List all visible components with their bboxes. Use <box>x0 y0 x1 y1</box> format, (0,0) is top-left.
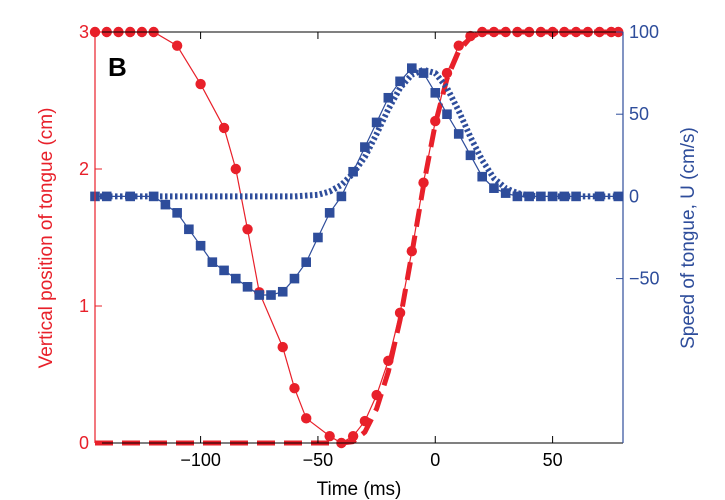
y-axis-left-label: Vertical position of tongue (cm) <box>36 108 57 369</box>
series-line-position-model <box>95 29 619 446</box>
x-tick-label: −50 <box>303 450 334 470</box>
data-point-speed <box>489 183 499 193</box>
panel-label: B <box>108 52 127 82</box>
data-point-speed <box>465 150 476 161</box>
plot-area <box>95 32 623 443</box>
data-point-speed <box>231 273 241 284</box>
data-point-position <box>453 40 464 51</box>
data-point-position <box>301 413 312 424</box>
data-point-speed <box>536 191 546 202</box>
y-left-tick-label: 2 <box>79 159 89 179</box>
data-point-position <box>324 430 335 442</box>
data-point-speed <box>148 191 159 202</box>
data-point-speed <box>547 191 558 202</box>
data-point-speed <box>266 290 276 300</box>
x-axis-label: Time (ms) <box>317 479 402 500</box>
data-point-position <box>242 224 253 235</box>
data-point-speed <box>383 92 394 103</box>
x-tick-label: −100 <box>180 450 221 470</box>
data-point-speed <box>512 191 523 202</box>
data-point-speed <box>430 88 441 98</box>
data-point-speed <box>395 76 405 87</box>
y-right-tick-label: 50 <box>629 104 649 124</box>
data-point-position <box>230 163 241 175</box>
data-point-position <box>195 78 206 90</box>
plot-background <box>95 32 623 443</box>
y-axis-right-label: Speed of tongue, U (cm/s) <box>678 127 699 349</box>
data-point-speed <box>195 240 206 251</box>
data-point-speed <box>254 290 265 300</box>
data-point-speed <box>172 208 182 218</box>
x-tick-label: 0 <box>430 450 440 470</box>
data-point-speed <box>184 224 194 235</box>
y-left-tick-label: 1 <box>79 296 89 316</box>
x-tick-label: 50 <box>543 450 563 470</box>
data-point-speed <box>336 191 347 202</box>
data-point-position <box>394 307 406 319</box>
data-point-speed <box>477 171 487 182</box>
data-point-position <box>347 430 359 442</box>
axes-layer: −100 −50 0 50 0 1 2 3 −50 0 50 100 <box>79 22 660 470</box>
data-point-position <box>171 40 183 51</box>
data-point-position <box>277 341 288 353</box>
series-layer <box>89 26 624 449</box>
data-point-speed <box>242 282 253 292</box>
data-point-speed <box>219 265 229 276</box>
y-right-tick-label: 0 <box>629 186 639 206</box>
data-point-speed <box>289 273 300 284</box>
data-point-speed <box>360 142 370 152</box>
data-point-speed <box>313 232 323 243</box>
data-point-speed <box>453 129 464 139</box>
y-left-tick-label: 3 <box>79 22 89 42</box>
data-point-position <box>218 122 230 134</box>
data-point-speed <box>207 257 218 267</box>
data-point-position <box>441 67 453 79</box>
series-line-speed-model <box>95 66 619 200</box>
data-point-speed <box>407 63 417 73</box>
data-point-speed <box>277 286 288 297</box>
data-point-speed <box>442 109 452 119</box>
data-point-speed <box>418 68 429 78</box>
data-point-speed <box>301 257 311 267</box>
data-point-speed <box>324 208 335 218</box>
data-point-position <box>289 383 300 394</box>
y-right-tick-label: −50 <box>629 269 660 289</box>
y-left-tick-label: 0 <box>79 433 89 453</box>
data-point-speed <box>571 191 581 202</box>
y-right-tick-label: 100 <box>629 22 659 42</box>
data-point-speed <box>500 188 511 198</box>
data-point-speed <box>160 199 171 210</box>
data-point-speed <box>371 117 382 128</box>
